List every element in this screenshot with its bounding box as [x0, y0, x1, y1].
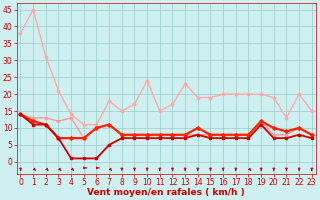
X-axis label: Vent moyen/en rafales ( km/h ): Vent moyen/en rafales ( km/h ): [87, 188, 245, 197]
